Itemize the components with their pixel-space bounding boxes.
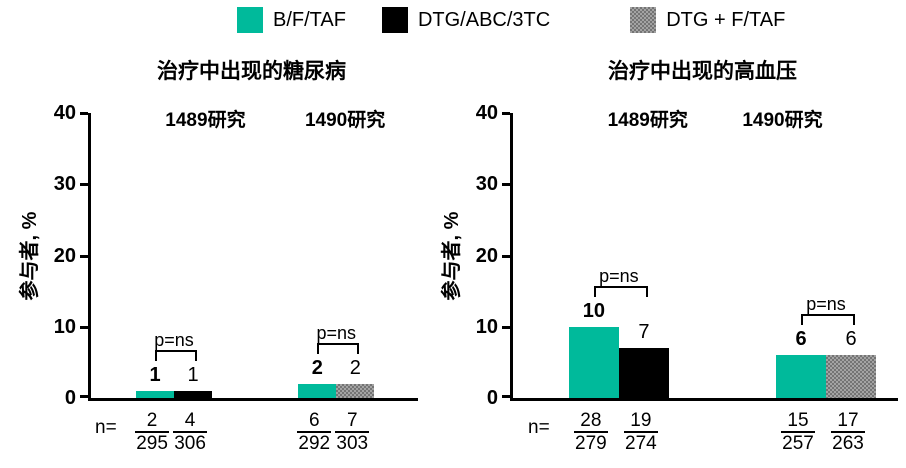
bar-value-label: 2 xyxy=(349,356,361,379)
p-value-label: p=ns xyxy=(806,294,846,315)
significance-bracket xyxy=(801,314,855,326)
y-tick-label: 10 xyxy=(475,315,498,338)
y-tick-label: 0 xyxy=(486,387,498,409)
n-denominator: 257 xyxy=(782,433,814,454)
n-denominator: 292 xyxy=(298,433,331,454)
y-tick-mark xyxy=(502,325,510,329)
n-denominator: 279 xyxy=(575,433,607,454)
n-fraction: 28 279 xyxy=(556,410,626,454)
n-fraction-value: 7 303 xyxy=(335,410,370,454)
chart-title-diabetes: 治疗中出现的糖尿病 xyxy=(157,60,346,83)
n-denominator: 263 xyxy=(832,433,864,454)
n-numerator: 15 xyxy=(781,410,815,433)
n-fraction-value: 17 263 xyxy=(831,410,865,454)
n-fraction: 2 295 xyxy=(117,410,187,454)
p-value-label: p=ns xyxy=(316,322,357,343)
bar-b-f-taf xyxy=(776,355,826,398)
n-row-diabetes: n= 2 295 4 306 6 292 7 303 xyxy=(88,410,415,466)
y-tick-mark xyxy=(80,183,88,187)
n-fraction: 17 263 xyxy=(813,410,883,454)
study-label: 1489研究 xyxy=(165,110,246,131)
n-prefix-label: n= xyxy=(95,417,117,438)
p-value-label: p=ns xyxy=(154,329,194,350)
study-label: 1490研究 xyxy=(304,110,386,131)
y-tick-label: 30 xyxy=(475,173,498,196)
y-tick-label: 40 xyxy=(475,102,498,124)
n-fraction: 6 292 xyxy=(279,410,349,454)
y-tick-mark xyxy=(80,325,88,329)
y-tick-label: 0 xyxy=(64,387,76,409)
p-value-label: p=ns xyxy=(599,265,639,286)
legend-item-bftaf: B/F/TAF xyxy=(237,7,346,33)
n-fraction-value: 4 306 xyxy=(173,410,207,454)
n-numerator: 7 xyxy=(335,410,370,433)
n-numerator: 4 xyxy=(173,410,207,433)
n-numerator: 28 xyxy=(574,410,608,433)
legend-label-dtg-ftaf: DTG + F/TAF xyxy=(666,9,786,31)
n-fraction: 19 274 xyxy=(606,410,676,454)
y-tick-mark xyxy=(502,395,510,398)
n-fraction: 7 303 xyxy=(317,410,387,454)
bar-value-label: 1 xyxy=(187,363,199,386)
n-denominator: 306 xyxy=(174,433,206,454)
n-numerator: 2 xyxy=(135,410,169,433)
bar-b-f-taf xyxy=(298,383,337,398)
significance-bracket xyxy=(593,285,648,297)
n-prefix-label: n= xyxy=(528,417,550,438)
y-tick-mark xyxy=(80,395,88,398)
n-fraction-value: 6 292 xyxy=(297,410,332,454)
n-denominator: 295 xyxy=(136,433,168,454)
plot-area-hypertension: 0 10 20 30 40 10 7 p=ns 1489研究 6 6 p=ns 1490研究 xyxy=(476,102,898,409)
n-fraction-value: 28 279 xyxy=(574,410,608,454)
n-fraction-value: 19 274 xyxy=(624,410,658,454)
bar-value-label: 10 xyxy=(582,299,605,322)
y-tick-mark xyxy=(502,112,510,115)
y-tick-mark xyxy=(80,112,88,115)
legend-item-dtg-ftaf: DTG + F/TAF xyxy=(630,7,785,33)
y-tick-label: 10 xyxy=(53,315,76,338)
n-fraction-value: 15 257 xyxy=(781,410,815,454)
bar-value-label: 6 xyxy=(795,328,807,351)
n-fraction: 15 257 xyxy=(763,410,833,454)
bar-value-label: 1 xyxy=(149,363,161,386)
n-denominator: 303 xyxy=(336,433,369,454)
y-tick-label: 40 xyxy=(53,102,76,124)
y-tick-label: 20 xyxy=(475,244,498,267)
bar-b-f-taf xyxy=(136,390,175,398)
legend-swatch-bftaf-icon xyxy=(237,7,263,33)
significance-bracket xyxy=(155,349,198,361)
bar-value-label: 2 xyxy=(311,356,323,379)
legend-swatch-dtg-abc-3tc-icon xyxy=(381,7,408,33)
bar-dtg-abc-3tc xyxy=(174,390,213,398)
bar-b-f-taf xyxy=(568,326,619,398)
bar-dtg-f-taf xyxy=(826,355,876,398)
n-numerator: 6 xyxy=(297,410,332,433)
n-numerator: 17 xyxy=(831,410,865,433)
study-label: 1490研究 xyxy=(742,110,823,131)
legend-swatch-dtg-ftaf-icon xyxy=(630,7,657,33)
bar-value-label: 7 xyxy=(638,321,650,344)
plot-area-diabetes: 0 10 20 30 40 1 1 p=ns 1489研究 2 2 p=ns 1490研究 xyxy=(54,102,418,409)
y-tick-mark xyxy=(502,254,510,258)
legend-item-dtg-abc-3tc: DTG/ABC/3TC xyxy=(381,7,551,33)
y-tick-label: 30 xyxy=(53,173,76,196)
n-denominator: 274 xyxy=(625,433,657,454)
y-tick-label: 20 xyxy=(53,244,76,267)
study-label: 1489研究 xyxy=(607,110,688,131)
n-numerator: 19 xyxy=(624,410,658,433)
n-fraction-value: 2 295 xyxy=(135,410,169,454)
bar-dtg-f-taf xyxy=(336,383,375,398)
bar-dtg-abc-3tc xyxy=(618,348,669,398)
n-fraction: 4 306 xyxy=(155,410,225,454)
significance-bracket xyxy=(317,342,360,354)
n-row-hypertension: n= 28 279 19 274 15 257 17 263 xyxy=(510,410,895,466)
chart-title-hypertension: 治疗中出现的高血压 xyxy=(608,60,797,83)
legend-label-dtg-abc-3tc: DTG/ABC/3TC xyxy=(417,9,551,31)
y-tick-mark xyxy=(502,183,510,187)
y-tick-mark xyxy=(80,254,88,258)
legend-label-bftaf: B/F/TAF xyxy=(273,9,346,31)
bar-value-label: 6 xyxy=(845,328,857,351)
legend: B/F/TAF DTG/ABC/3TC DTG + F/TAF xyxy=(237,7,785,33)
